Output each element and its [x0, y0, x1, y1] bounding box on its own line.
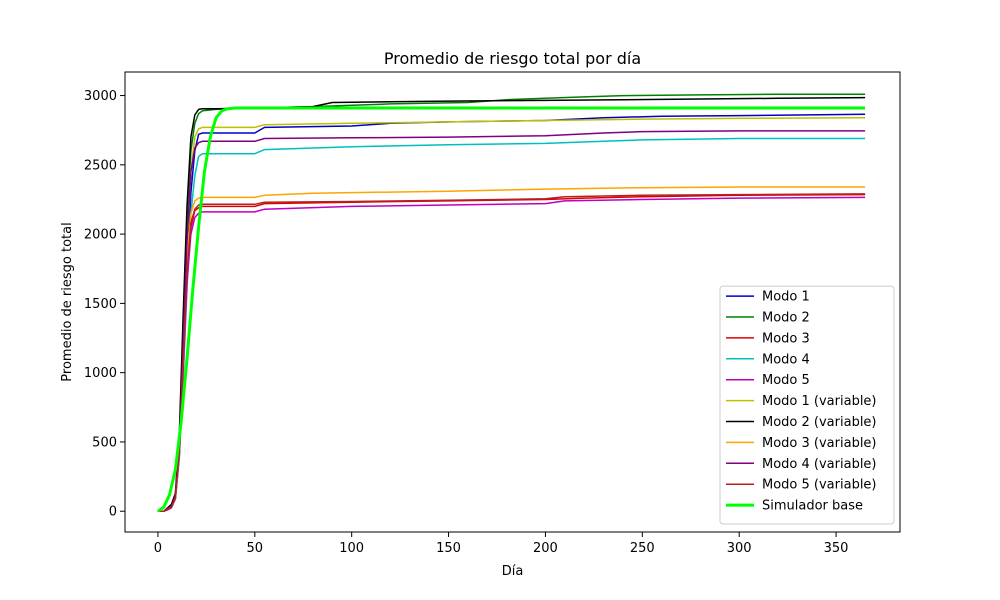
chart-title: Promedio de riesgo total por día — [384, 49, 641, 68]
legend-label-modo-1: Modo 1 — [762, 290, 810, 305]
y-tick-label: 1500 — [84, 297, 117, 312]
legend: Modo 1 Modo 2 Modo 3 Modo 4 Modo 5 Modo 1 (va… — [719, 285, 895, 525]
legend-label-modo-4: Modo 4 — [762, 352, 810, 367]
legend-label-modo-1-variable: Modo 1 (variable) — [762, 394, 877, 409]
x-tick-label: 200 — [533, 541, 558, 556]
legend-label-modo-3: Modo 3 — [762, 331, 810, 346]
y-tick-label: 1000 — [84, 366, 117, 381]
y-tick-label: 2500 — [84, 158, 117, 173]
series-group — [157, 93, 866, 513]
legend-label-modo-4-variable: Modo 4 (variable) — [762, 457, 877, 472]
plot-frame — [124, 71, 901, 533]
y-axis-label: Promedio de riesgo total — [60, 222, 75, 381]
x-tick-label: 150 — [436, 541, 461, 556]
y-tick-label: 3000 — [84, 89, 117, 104]
legend-box — [719, 285, 895, 525]
y-tick-label: 0 — [109, 505, 117, 520]
legend-label-modo-5-variable: Modo 5 (variable) — [762, 478, 877, 493]
x-axis: 0 50 100 150 200 250 300 350 — [154, 532, 849, 556]
x-tick-label: 100 — [339, 541, 364, 556]
y-tick-label: 2000 — [84, 228, 117, 243]
legend-label-modo-5: Modo 5 — [762, 373, 810, 388]
x-tick-label: 350 — [824, 541, 849, 556]
legend-label-modo-2-variable: Modo 2 (variable) — [762, 415, 877, 430]
x-tick-label: 250 — [630, 541, 655, 556]
series-line-modo-2-variable — [157, 96, 866, 512]
x-tick-label: 50 — [247, 541, 264, 556]
x-tick-label: 300 — [727, 541, 752, 556]
legend-label-simulador-base: Simulador base — [762, 499, 863, 514]
x-axis-label: Día — [502, 564, 524, 579]
y-tick-label: 500 — [92, 435, 117, 450]
series-line-simulador-base — [157, 106, 866, 513]
x-tick-label: 0 — [154, 541, 162, 556]
y-axis: 0 500 1000 1500 2000 2500 3000 — [84, 89, 125, 520]
legend-label-modo-3-variable: Modo 3 (variable) — [762, 436, 877, 451]
legend-label-modo-2: Modo 2 — [762, 311, 810, 326]
